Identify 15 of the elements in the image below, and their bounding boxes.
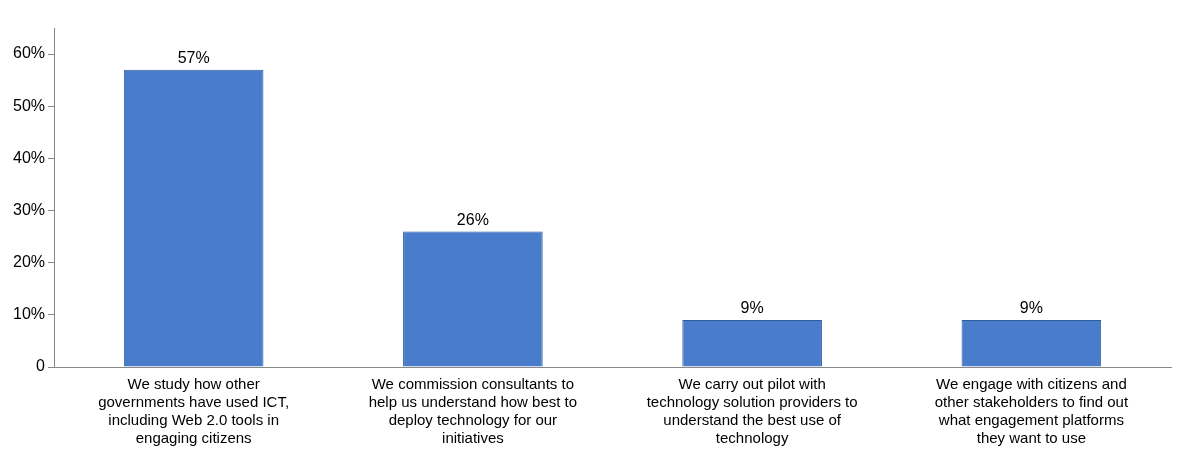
x-tick-label: We commission consultants to help us understand how best to deploy technology for our initiatives xyxy=(368,375,578,447)
y-tick-label: 50% xyxy=(12,96,46,114)
x-tick-label: We carry out pilot with technology solution providers to understand the best use of technology xyxy=(646,375,858,447)
y-tick-label: 20% xyxy=(12,253,46,271)
data-label: 26% xyxy=(456,210,489,228)
y-tick-label: 60% xyxy=(12,44,46,62)
y-tick-label: 30% xyxy=(12,200,46,218)
y-tick-label: 0 xyxy=(36,357,46,375)
data-label: 57% xyxy=(177,49,210,67)
y-tick-label: 10% xyxy=(12,305,46,323)
data-label: 9% xyxy=(1019,299,1043,317)
y-tick-label: 40% xyxy=(12,148,46,166)
data-label: 9% xyxy=(740,299,764,317)
x-tick-label: We engage with citizens and other stakeholders to find out what engagement platforms they want to use xyxy=(934,375,1129,447)
x-tick-label: We study how other governments have used ICT, including Web 2.0 tools in engaging citizens xyxy=(98,375,290,447)
